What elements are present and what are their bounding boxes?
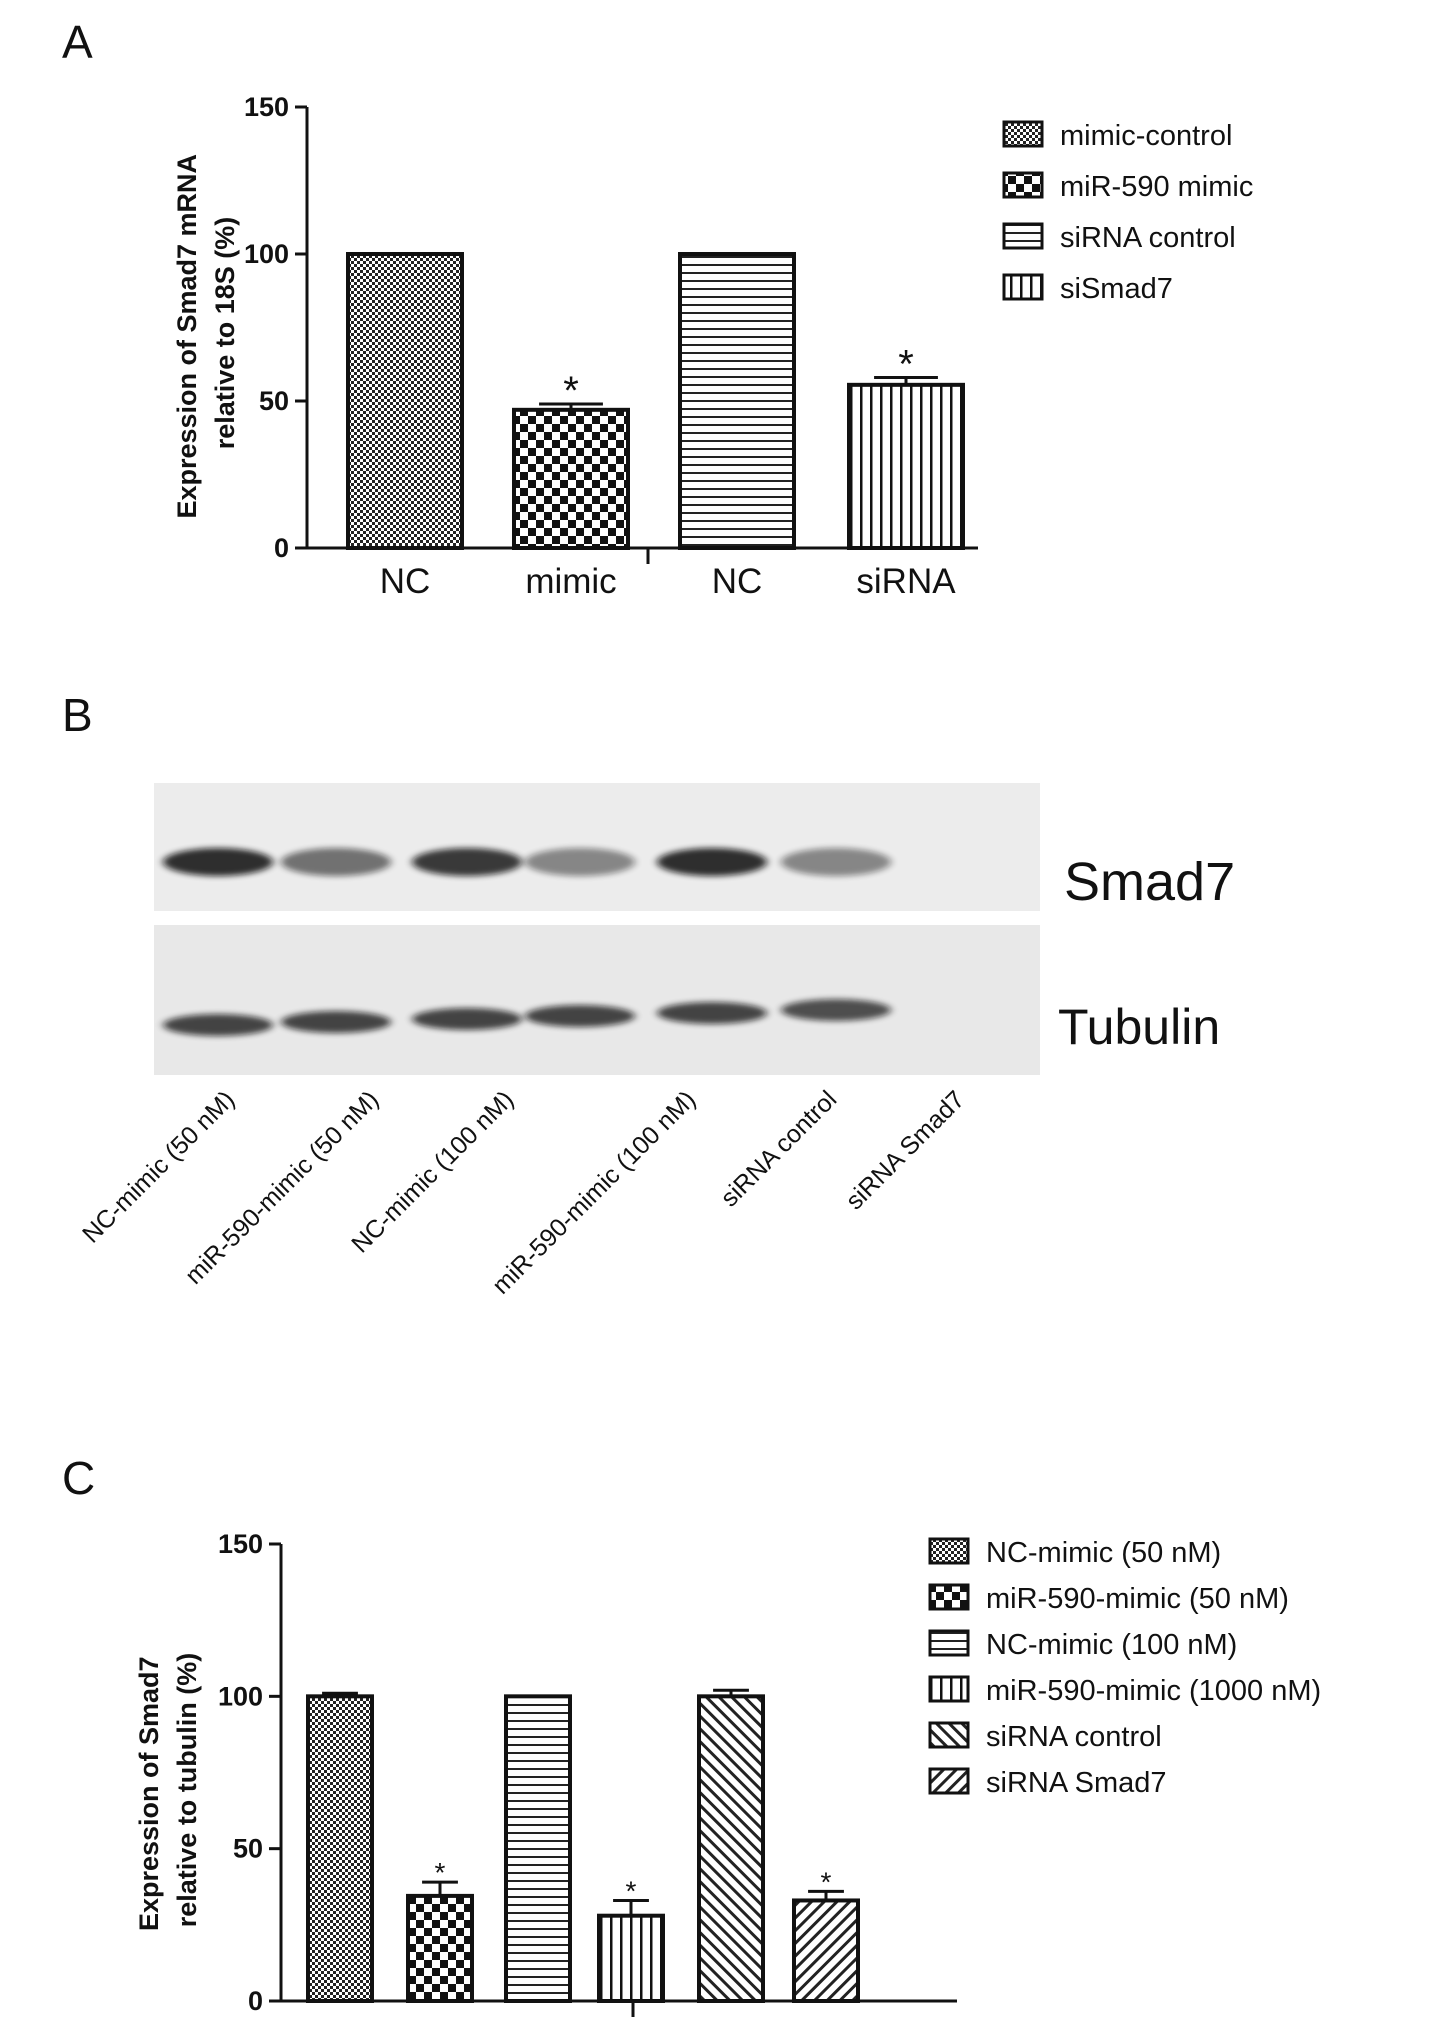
- panel-c-chart: 0 50 100 150 * * *: [218, 1529, 957, 2017]
- panel-c-y-tick-label: 50: [233, 1834, 263, 1864]
- panel-c-y-tick-label: 0: [248, 1986, 263, 2016]
- lane-label-1: NC-mimic (50 nM): [77, 1085, 240, 1248]
- panel-c-bar-4: [597, 1913, 665, 2004]
- tubulin-bands: [163, 999, 891, 1036]
- panel-c-legend-swatch-4: [928, 1675, 970, 1703]
- tubulin-band-6: [781, 999, 891, 1021]
- panel-c-bar-6: [792, 1898, 860, 2003]
- panel-a-legend-label-2: miR-590 mimic: [1060, 171, 1253, 203]
- panel-c-legend-swatch-3: [928, 1629, 970, 1657]
- panel-a-significance-2: *: [563, 369, 579, 413]
- panel-a-y-tick-label: 100: [244, 239, 289, 269]
- tubulin-band-2: [281, 1011, 391, 1033]
- panel-c-bar-1: [306, 1694, 374, 2004]
- panel-c-legend: NC-mimic (50 nM) miR-590-mimic (50 nM) NC-…: [928, 1537, 1321, 1799]
- panel-c-legend-label-6: siRNA Smad7: [986, 1767, 1167, 1799]
- panel-c-significance-6: *: [821, 1866, 832, 1897]
- panel-a-y-axis-label: Expression of Smad7 mRNA relative to 18S…: [172, 147, 240, 518]
- panel-c-significance-2: *: [435, 1857, 446, 1888]
- lane-label-5: siRNA control: [715, 1085, 842, 1212]
- panel-a-y-tick-label: 150: [244, 92, 289, 122]
- smad7-band-5: [657, 848, 767, 876]
- smad7-band-3: [412, 848, 522, 876]
- panel-a-category-label-4: siRNA: [856, 562, 956, 601]
- panel-a-bar-1: [346, 252, 464, 550]
- blot-smad7-strip: [154, 783, 1040, 911]
- panel-c-legend-label-3: NC-mimic (100 nM): [986, 1629, 1237, 1661]
- smad7-band-2: [281, 848, 391, 876]
- panel-c-legend-swatch-1: [928, 1537, 970, 1565]
- lane-label-4: miR-590-mimic (100 nM): [487, 1085, 701, 1299]
- smad7-band-4: [525, 848, 635, 876]
- tubulin-band-4: [525, 1005, 635, 1027]
- panel-a-category-label-2: mimic: [525, 562, 616, 601]
- panel-a-legend-label-4: siSmad7: [1060, 273, 1173, 305]
- panel-a-category-label-3: NC: [712, 562, 763, 601]
- panel-a-bar-2: [512, 407, 630, 550]
- panel-a-y-tick-label: 0: [274, 533, 289, 563]
- panel-a-letter: A: [62, 16, 93, 68]
- band-label-tubulin: Tubulin: [1058, 999, 1220, 1055]
- panel-c-letter: C: [62, 1452, 95, 1504]
- lane-labels: NC-mimic (50 nM)miR-590-mimic (50 nM)NC-…: [77, 1085, 970, 1299]
- panel-c-legend-swatch-6: [928, 1767, 970, 1795]
- band-label-smad7: Smad7: [1064, 852, 1235, 912]
- panel-c-y-axis-label: Expression of Smad7 relative to tubulin …: [134, 1649, 202, 1931]
- panel-a-legend-label-3: siRNA control: [1060, 222, 1236, 254]
- panel-c-legend-label-5: siRNA control: [986, 1721, 1162, 1753]
- panel-c-y-axis-label-line1: Expression of Smad7: [134, 1656, 164, 1931]
- panel-a-legend-swatch-4: [1002, 273, 1044, 301]
- smad7-band-6: [781, 848, 891, 876]
- panel-c-legend-label-1: NC-mimic (50 nM): [986, 1537, 1221, 1569]
- panel-c-bar-2: [406, 1893, 474, 2004]
- blot-tubulin-strip: [154, 925, 1040, 1075]
- panel-a-y-axis-label-line1: Expression of Smad7 mRNA: [172, 154, 202, 518]
- panel-a-chart: 0 50 100 150 NC * mimic NC * siRNA: [244, 92, 978, 601]
- lane-label-6: siRNA Smad7: [840, 1085, 970, 1215]
- panel-c-significance-4: *: [626, 1875, 637, 1906]
- panel-a-legend-label-1: mimic-control: [1060, 120, 1232, 152]
- panel-c-legend-label-4: miR-590-mimic (1000 nM): [986, 1675, 1321, 1707]
- panel-c-legend-label-2: miR-590-mimic (50 nM): [986, 1583, 1289, 1615]
- tubulin-band-1: [163, 1014, 273, 1036]
- panel-c-legend-swatch-5: [928, 1721, 970, 1749]
- panel-c-y-tick-label: 150: [218, 1529, 263, 1559]
- smad7-band-1: [163, 848, 273, 876]
- panel-a-y-tick-label: 50: [259, 386, 289, 416]
- panel-c-legend-swatch-2: [928, 1583, 970, 1611]
- panel-a-legend-swatch-1: [1002, 120, 1044, 148]
- western-blot: [154, 783, 1040, 1075]
- smad7-bands: [163, 848, 891, 876]
- panel-a-significance-4: *: [898, 342, 914, 386]
- panel-a-bar-3: [678, 252, 796, 550]
- panel-c-y-tick-label: 100: [218, 1681, 263, 1711]
- panel-a-y-axis-label-line2: relative to 18S (%): [210, 217, 240, 450]
- panel-b-letter: B: [62, 689, 93, 741]
- tubulin-band-3: [412, 1008, 522, 1030]
- tubulin-band-5: [657, 1002, 767, 1024]
- panel-a-category-label-1: NC: [380, 562, 431, 601]
- panel-a-legend-swatch-3: [1002, 222, 1044, 250]
- panel-c-bar-3: [504, 1694, 572, 2004]
- panel-c-bar-5: [697, 1694, 765, 2004]
- panel-a-legend-swatch-2: [1002, 171, 1044, 199]
- panel-a-legend: mimic-control miR-590 mimic siRNA control s…: [1002, 120, 1253, 305]
- panel-c-y-axis-label-line2: relative to tubulin (%): [172, 1653, 202, 1928]
- panel-a-bar-4: [847, 382, 965, 550]
